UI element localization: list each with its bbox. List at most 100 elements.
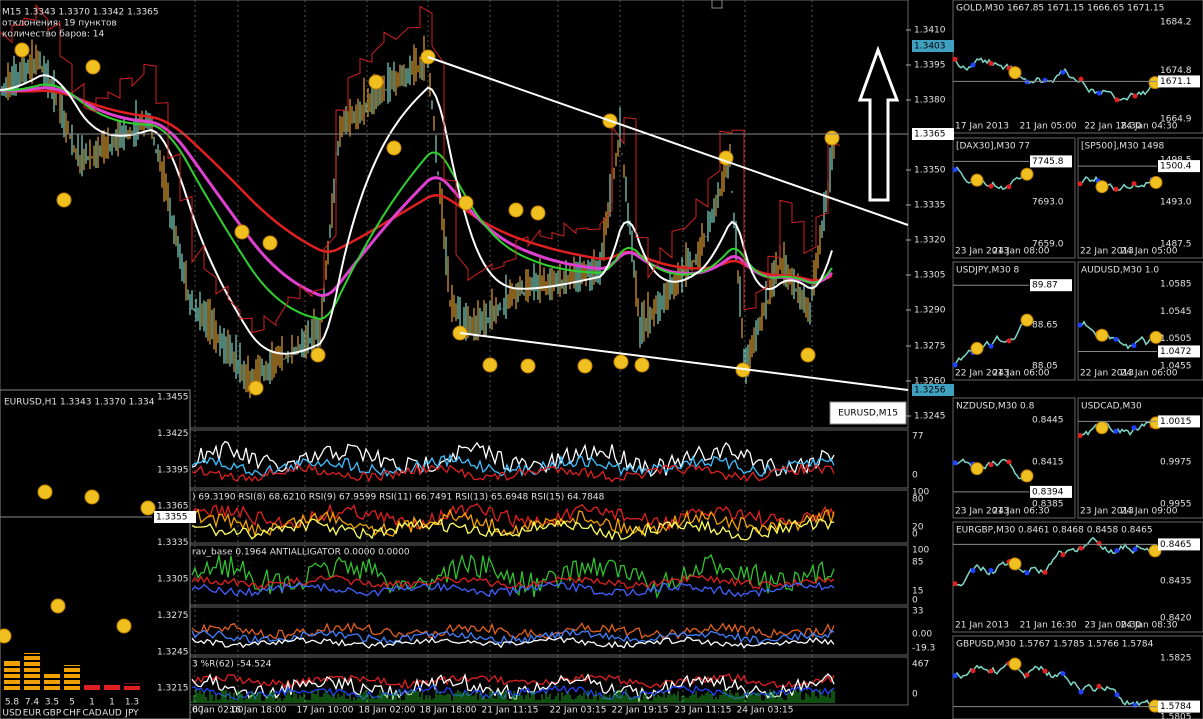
price-axis-label: 1.0545: [1160, 307, 1192, 317]
mini-price: [954, 662, 1156, 707]
price-highlight: [1158, 415, 1200, 428]
signal-dot: [234, 224, 250, 240]
mini-dot: [1077, 322, 1083, 328]
panel-frame: [1077, 261, 1203, 381]
mini-dot: [1024, 79, 1030, 85]
price-highlight: [912, 40, 954, 52]
signal-dot: [1008, 657, 1022, 671]
currency-label: JPY: [124, 709, 139, 719]
price-highlight-label: 1.5784: [1160, 702, 1192, 712]
indicator-line: [191, 508, 835, 539]
mini-dot: [952, 362, 958, 368]
moving-average: [0, 74, 833, 355]
price-highlight: [1158, 345, 1200, 358]
signal-dot: [1020, 469, 1034, 483]
signal-dot: [970, 341, 984, 355]
currency-label: CHF: [63, 709, 81, 719]
mini-dot: [988, 60, 994, 66]
up-arrow: [857, 45, 900, 202]
mini-dot: [1096, 541, 1102, 547]
price-highlight-label: 1.3403: [914, 42, 946, 52]
signal-dot: [482, 357, 498, 373]
indicator-line: [191, 636, 835, 649]
indicator-axis-label: 33: [912, 607, 923, 617]
price-axis-label: 1.3215: [157, 684, 189, 694]
signal-dot: [116, 618, 132, 634]
signal-dot: [613, 354, 629, 370]
panel-frame: [952, 397, 1076, 519]
indicator-line: [191, 673, 835, 690]
time-axis-label: 24 Jan 06:00: [1121, 369, 1178, 379]
indicator-axis-label: 100: [912, 546, 929, 556]
price-axis-label: 1.3290: [914, 306, 946, 316]
price-highlight-label: 1.3355: [156, 513, 188, 523]
moving-average: [0, 83, 833, 321]
price-axis-label: 0.8435: [1160, 577, 1192, 587]
price-axis-label: 0.9955: [1160, 500, 1192, 510]
inset-title: EURUSD,H1 1.3343 1.3370 1.334: [4, 398, 155, 408]
mini-dot: [970, 62, 976, 68]
price-axis-label: 0.8385: [1032, 500, 1064, 510]
price-axis-label: 7659.0: [1032, 240, 1064, 250]
time-axis-label: 18 Jan 02:00: [359, 706, 416, 716]
price-axis-label: 1.3455: [157, 393, 189, 403]
time-axis-label: 23 Jan 00:30: [1084, 621, 1141, 631]
signal-dot: [0, 628, 12, 644]
price-highlight-label: 7745.8: [1032, 157, 1064, 167]
panel-frame: [952, 0, 1203, 134]
strength-bar: [24, 653, 40, 690]
time-axis-label: 22 Jan 2013: [1080, 247, 1134, 257]
time-axis-label: 18 Jan 18:00: [420, 706, 477, 716]
signal-dot: [1149, 175, 1163, 189]
mini-title: USDCAD,M30: [1081, 402, 1142, 412]
price-axis-label: 1.3380: [914, 96, 946, 106]
indicator-axis-label: 0: [912, 530, 918, 540]
indicator-line: [191, 502, 835, 532]
mini-dot: [952, 56, 958, 62]
mini-dot: [1006, 459, 1012, 465]
time-axis-label: 21 Jan 11:15: [482, 706, 539, 716]
currency-label: AUD: [102, 709, 122, 719]
mini-title: EURGBP,M30 0.8461 0.8468 0.8458 0.8465: [956, 526, 1153, 536]
signal-dot: [14, 42, 30, 58]
time-axis-label: 24 Jan 03:15: [737, 706, 794, 716]
strength-value: 1.3: [125, 698, 139, 708]
signal-dot: [458, 195, 474, 211]
signal-dot: [1008, 557, 1022, 571]
price-axis-label: 1.0455: [1160, 362, 1192, 372]
mini-dot: [1006, 338, 1012, 344]
mini-title: GOLD,M30 1667.85 1671.15 1666.65 1671.15: [956, 4, 1164, 14]
signal-dot: [310, 347, 326, 363]
mini-dot: [1132, 93, 1138, 99]
price-highlight-label: 1671.1: [1160, 77, 1192, 87]
mini-dot: [1114, 97, 1120, 103]
time-axis-label: 22 Jan 2013: [955, 369, 1009, 379]
trend-line: [427, 56, 909, 226]
price-axis-label: 1.5825: [1160, 654, 1192, 664]
mini-dot: [970, 568, 976, 574]
strength-bar: [64, 665, 80, 690]
price-axis-label: 1.3245: [914, 412, 946, 422]
signal-dot: [970, 173, 984, 187]
indicator-axis-label: 467: [912, 660, 929, 670]
symbol-box: [829, 401, 907, 425]
indicator-label: 3 %R(62) -54.524: [192, 660, 272, 670]
mini-dot: [1132, 546, 1138, 552]
indicator-line: [191, 684, 835, 701]
currency-label: GBP: [43, 709, 62, 719]
time-axis-label: 24 Jan 05:00: [1121, 247, 1178, 257]
scroll-marker: [711, 0, 723, 9]
signal-dot: [520, 358, 536, 374]
indicator-axis-label: 80: [912, 495, 924, 505]
mini-dot: [1131, 425, 1137, 431]
mini-dot: [970, 668, 976, 674]
panel-frame: [952, 261, 1076, 381]
indicator-label: ) 69.3190 RSI(8) 68.6210 RSI(9) 67.9599 …: [192, 493, 605, 503]
price-axis-label: 0.8415: [1032, 458, 1064, 468]
strength-value: 1: [89, 698, 95, 708]
signal-dot: [1095, 180, 1109, 194]
mini-dot: [1096, 90, 1102, 96]
signal-dot: [530, 205, 546, 221]
